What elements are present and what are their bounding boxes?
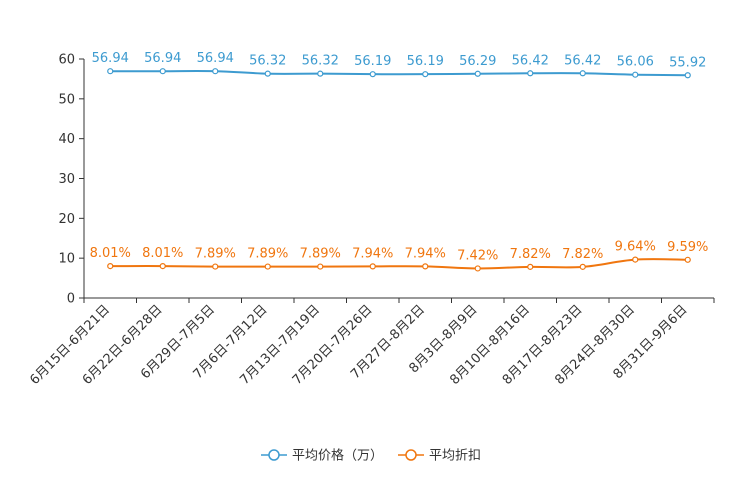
data-label: 7.94% <box>352 246 393 261</box>
data-label: 56.94 <box>92 51 129 66</box>
legend-label: 平均价格（万） <box>292 448 383 464</box>
data-point[interactable] <box>474 265 481 272</box>
data-point[interactable] <box>369 263 376 270</box>
data-label: 9.59% <box>667 240 708 255</box>
data-point[interactable] <box>579 263 586 270</box>
chart-legend[interactable]: 平均价格（万） 平均折扣 <box>261 448 481 464</box>
legend-marker-icon <box>268 449 280 461</box>
data-label: 56.06 <box>617 55 654 70</box>
series-line <box>110 258 688 270</box>
data-point[interactable] <box>159 262 166 270</box>
data-label: 7.89% <box>195 247 236 262</box>
data-point[interactable] <box>422 71 429 78</box>
series-line <box>110 69 688 77</box>
data-point[interactable] <box>527 263 534 270</box>
data-label: 56.42 <box>564 53 601 68</box>
data-label: 9.64% <box>615 240 656 255</box>
legend-item-2[interactable]: 平均折扣 <box>398 449 481 464</box>
data-label: 56.19 <box>354 54 391 69</box>
data-label: 8.01% <box>90 246 131 261</box>
data-label: 7.89% <box>300 247 341 262</box>
data-point[interactable] <box>422 263 429 270</box>
data-label: 8.01% <box>142 246 183 261</box>
data-point[interactable] <box>369 71 376 78</box>
data-point[interactable] <box>159 68 166 75</box>
data-label: 55.92 <box>669 55 706 70</box>
data-label: 56.32 <box>302 54 339 69</box>
data-label: 7.94% <box>405 246 446 261</box>
legend-marker-icon <box>405 449 417 461</box>
data-point[interactable] <box>212 68 219 75</box>
data-label: 56.94 <box>197 51 234 66</box>
data-label: 56.29 <box>459 54 496 69</box>
chart-axes: 01020304050606月15日-6月21日6月22日-6月28日6月29日… <box>27 53 715 388</box>
data-label: 56.94 <box>144 51 181 66</box>
data-point[interactable] <box>212 263 219 270</box>
data-label: 56.19 <box>407 54 444 69</box>
data-point[interactable] <box>579 70 586 77</box>
data-point[interactable] <box>632 71 639 78</box>
data-point[interactable] <box>474 70 481 77</box>
data-point[interactable] <box>317 70 324 77</box>
data-point[interactable] <box>264 70 271 77</box>
data-point[interactable] <box>107 68 114 75</box>
y-tick-label: 20 <box>58 212 75 227</box>
series-layer: 56.94 56.94 56.94 56.32 56.32 56.19 56.19 56.29… <box>90 51 708 272</box>
y-tick-label: 50 <box>58 92 75 107</box>
data-label: 56.32 <box>249 54 286 69</box>
data-point[interactable] <box>527 70 534 77</box>
data-label: 7.89% <box>247 247 288 262</box>
data-label: 7.82% <box>562 247 603 262</box>
y-tick-label: 40 <box>58 132 75 147</box>
series-2: 8.01% 8.01% 7.89% 7.89% 7.89% 7.94% 7.94% 7.42%… <box>90 240 708 272</box>
data-label: 56.42 <box>512 53 549 68</box>
data-point[interactable] <box>107 262 114 270</box>
legend-item-1[interactable]: 平均价格（万） <box>261 448 383 464</box>
data-label: 7.82% <box>510 247 551 262</box>
series-1: 56.94 56.94 56.94 56.32 56.32 56.19 56.19 56.29… <box>92 51 706 79</box>
data-point[interactable] <box>264 263 271 270</box>
data-label: 7.42% <box>457 248 498 263</box>
y-tick-label: 60 <box>58 53 75 68</box>
data-point[interactable] <box>632 256 639 263</box>
y-tick-label: 10 <box>58 252 75 267</box>
data-point[interactable] <box>684 256 691 263</box>
legend-label: 平均折扣 <box>429 449 481 464</box>
data-point[interactable] <box>684 72 691 79</box>
data-point[interactable] <box>317 263 324 270</box>
y-tick-label: 0 <box>67 292 75 307</box>
y-tick-label: 30 <box>58 172 75 187</box>
